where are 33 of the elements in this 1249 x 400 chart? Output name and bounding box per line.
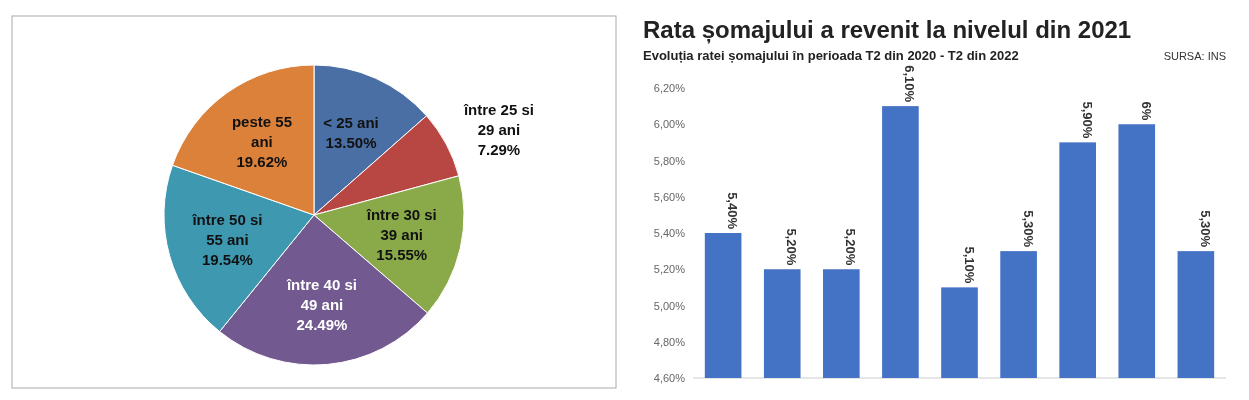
data-label: 5,10% bbox=[961, 246, 977, 284]
data-label: 6% bbox=[1138, 101, 1154, 121]
y-tick-label: 6,00% bbox=[653, 118, 686, 131]
data-label: 19.62% bbox=[236, 152, 288, 170]
data-label: 5,30% bbox=[1197, 210, 1213, 248]
text: SURSA: INS bbox=[1163, 50, 1226, 62]
y-tick-label: 4,80% bbox=[653, 335, 686, 348]
slice-label: între 50 si 55 ani bbox=[191, 210, 263, 248]
data-label: 6,10% bbox=[902, 65, 918, 103]
data-label: 13.50% bbox=[325, 133, 377, 151]
slice-label: între 25 si 29 ani bbox=[462, 100, 534, 138]
data-label: 24.49% bbox=[296, 315, 348, 333]
chart-title: Rata șomajului a revenit la nivelul din 2021 bbox=[643, 16, 1132, 44]
text: Evoluția ratei șomajului în perioada T2 din 2020 - T2 din 2022 bbox=[643, 48, 1019, 63]
data-label: 15.55% bbox=[376, 246, 428, 264]
y-tick-label: 5,40% bbox=[653, 227, 686, 239]
y-tick-label: 6,20% bbox=[653, 82, 686, 94]
slice-label: peste 55 ani bbox=[231, 112, 292, 150]
slice-label: între 30 si 39 ani bbox=[365, 206, 437, 244]
data-label: 7.29% bbox=[477, 140, 521, 158]
data-label: 19.54% bbox=[201, 250, 253, 268]
data-label: 5,20% bbox=[784, 228, 800, 266]
data-label: 5,30% bbox=[1020, 210, 1036, 248]
data-label: 5,40% bbox=[725, 192, 741, 230]
y-tick-label: 5,60% bbox=[653, 190, 686, 203]
y-tick-label: 5,80% bbox=[653, 154, 686, 167]
data-label: 5,90% bbox=[1079, 101, 1095, 139]
y-tick-label: 4,60% bbox=[653, 372, 686, 384]
y-tick-label: 5,00% bbox=[653, 299, 686, 312]
slice-label: între 40 si 49 ani bbox=[285, 275, 357, 313]
slice-label: < 25 ani bbox=[323, 113, 379, 131]
y-tick-label: 5,20% bbox=[653, 263, 686, 276]
data-label: 5,20% bbox=[843, 228, 859, 266]
